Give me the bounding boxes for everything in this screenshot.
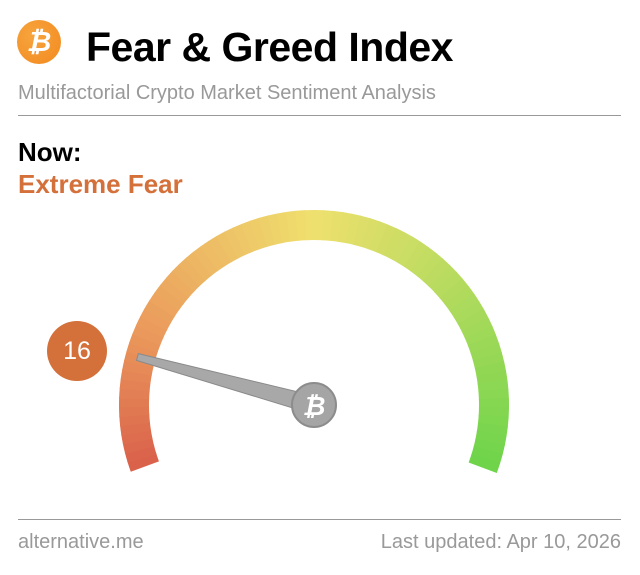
gauge-arc-segment <box>240 220 261 253</box>
gauge-arc-segment <box>314 210 325 241</box>
gauge-arc-segment <box>286 210 300 242</box>
gauge-arc-segment <box>249 217 269 250</box>
gauge-arc-segment <box>171 263 201 292</box>
gauge-arc-segment <box>468 453 501 473</box>
gauge-arc-segment <box>337 212 353 244</box>
gauge-arc-segment <box>304 210 316 241</box>
gauge-arc-segment <box>120 368 152 384</box>
gauge-arc-segment <box>383 227 406 260</box>
gauge-arc-segment <box>453 300 485 325</box>
now-label: Now: <box>18 137 82 167</box>
gauge-arc-segment <box>295 210 308 241</box>
gauge-arc-segment <box>457 308 489 332</box>
gauge-arc-segment <box>478 407 509 419</box>
bitcoin-logo-icon: ₿ <box>17 20 61 64</box>
gauge-arc-segment <box>368 220 389 253</box>
gauge-arc-segment <box>127 452 159 472</box>
gauge-arc-segment <box>464 325 497 347</box>
gauge-arc-segment <box>223 227 246 259</box>
gauge-arc-segment <box>345 213 362 246</box>
gauge-arc-segment <box>375 224 397 256</box>
gauge-arc-segment <box>122 437 155 454</box>
gauge-arc <box>119 210 509 473</box>
gauge-arc-segment <box>258 215 276 247</box>
gauge-arc-segment <box>119 413 150 427</box>
gauge-arc-segment <box>410 246 437 277</box>
gauge: ₿ <box>119 210 509 473</box>
needle-hub <box>291 382 337 428</box>
gauge-arc-segment <box>129 333 161 353</box>
footer-divider <box>18 519 621 520</box>
page-title: Fear & Greed Index <box>86 24 453 70</box>
gauge-arc-segment <box>232 223 254 256</box>
gauge-arc-segment <box>267 213 284 245</box>
gauge-arc-segment <box>124 445 157 463</box>
gauge-arc-segment <box>144 299 176 324</box>
gauge-arc-segment <box>135 316 168 338</box>
gauge-arc-segment <box>416 252 444 282</box>
gauge-arc-segment <box>475 430 507 447</box>
source-link[interactable]: alternative.me <box>18 531 144 553</box>
gauge-arc-segment <box>159 277 190 304</box>
gauge-needle <box>135 353 317 415</box>
gauge-arc-segment <box>122 359 154 376</box>
gauge-arc-segment <box>390 232 414 264</box>
gauge-arc-segment <box>472 352 505 370</box>
gauge-arc-segment <box>360 218 380 250</box>
gauge-arc-segment <box>428 264 457 293</box>
gauge-arc-segment <box>207 235 232 267</box>
divider <box>18 115 621 116</box>
gauge-arc-segment <box>353 215 371 248</box>
gauge-arc-segment <box>165 270 195 298</box>
gauge-arc-segment <box>154 284 185 311</box>
gauge-arc-segment <box>434 271 464 299</box>
gauge-arc-segment <box>471 446 503 465</box>
gauge-arc-segment <box>200 240 226 272</box>
gauge-arc-segment <box>461 317 493 339</box>
gauge-arc-segment <box>139 307 171 331</box>
gauge-arc-segment <box>473 438 505 456</box>
index-value-badge: 16 <box>47 321 107 381</box>
gauge-arc-segment <box>476 422 508 437</box>
gauge-arc-segment <box>470 343 503 362</box>
gauge-arc-segment <box>397 236 422 268</box>
gauge-arc-segment <box>185 251 213 281</box>
gauge-arc-segment <box>439 278 470 305</box>
gauge-arc-segment <box>132 324 164 346</box>
gauge-arc-segment <box>478 398 509 409</box>
needle-bitcoin-icon: ₿ <box>303 391 326 421</box>
gauge-arc-segment <box>444 285 475 312</box>
gauge-arc-segment <box>178 257 207 287</box>
classification-label: Extreme Fear <box>18 169 183 199</box>
gauge-arc-segment <box>422 258 451 288</box>
page-subtitle: Multifactorial Crypto Market Sentiment A… <box>18 82 436 104</box>
gauge-arc-segment <box>449 293 480 318</box>
gauge-arc-segment <box>149 292 180 317</box>
gauge-arc-segment <box>478 388 509 401</box>
gauge-arc-segment <box>477 379 509 393</box>
gauge-arc-segment <box>215 231 239 263</box>
gauge-arc-segment <box>126 341 158 361</box>
gauge-arc-segment <box>403 241 430 272</box>
gauge-arc-segment <box>119 406 150 417</box>
gauge-arc-segment <box>119 396 150 408</box>
last-updated: Last updated: Apr 10, 2026 <box>380 531 621 553</box>
gauge-arc-segment <box>192 245 219 276</box>
gauge-arc-segment <box>467 334 500 354</box>
